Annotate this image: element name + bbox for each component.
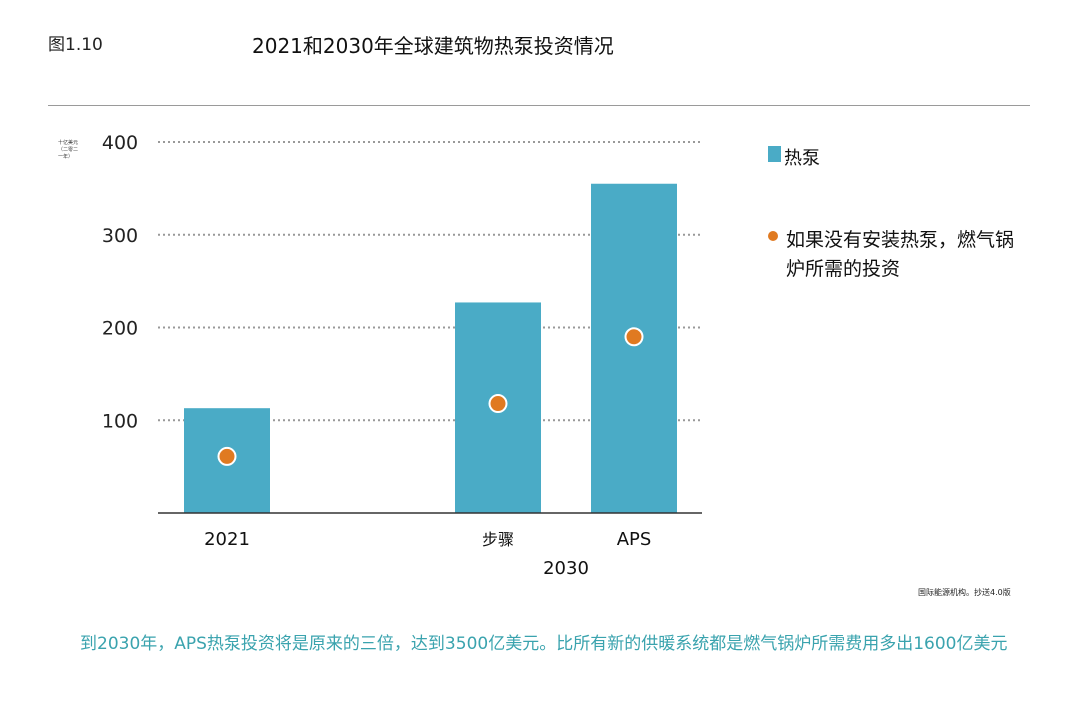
source-note: 国际能源机构。抄送4.0版	[918, 588, 1011, 597]
bar-APS	[591, 183, 677, 514]
y-tick-label-300: 300	[102, 225, 138, 247]
x-group-label-2030: 2030	[543, 558, 589, 579]
x-tick-label-步骤: 步骤	[482, 530, 514, 549]
legend-bar-swatch	[768, 146, 781, 162]
point-步骤	[488, 394, 508, 414]
x-tick-label-2021: 2021	[204, 529, 250, 550]
figure-label: 图1.10	[48, 35, 103, 55]
point-APS	[624, 327, 644, 347]
y-axis-label: 十亿美元（二零二一年）	[58, 140, 79, 160]
legend-dot-marker	[768, 231, 778, 241]
y-tick-label-400: 400	[102, 132, 138, 154]
legend-dot-label: 如果没有安装热泵，燃气锅炉所需的投资	[786, 229, 1015, 280]
caption-text: 到2030年，APS热泵投资将是原来的三倍，达到3500亿美元。比所有新的供暖系…	[80, 634, 1008, 654]
y-tick-label-100: 100	[102, 410, 138, 432]
title-divider	[48, 105, 1030, 106]
x-tick-label-APS: APS	[617, 529, 652, 550]
legend-bar-label: 热泵	[784, 148, 820, 169]
y-tick-label-200: 200	[102, 318, 138, 340]
chart-title: 2021和2030年全球建筑物热泵投资情况	[252, 34, 614, 58]
point-2021	[217, 446, 237, 466]
